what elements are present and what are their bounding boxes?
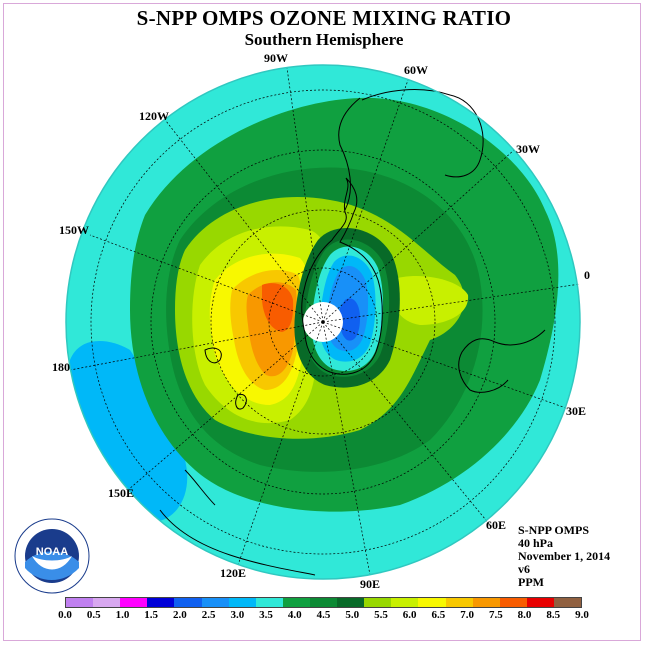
colorbar-swatch: [93, 598, 121, 607]
map-title: S-NPP OMPS OZONE MIXING RATIO: [136, 6, 512, 30]
colorbar: [65, 597, 582, 608]
colorbar-swatch: [228, 598, 256, 607]
colorbar-tick-label: 7.0: [460, 609, 474, 621]
map-disc-border: [65, 64, 581, 580]
info-level: 40 hPa: [518, 536, 554, 550]
australia-coast: [159, 469, 316, 576]
colorbar-tick-label: 0.5: [86, 609, 101, 621]
colorbar-tick-label: 7.5: [488, 609, 503, 621]
colorbar-swatch: [201, 598, 229, 607]
colorbar-tick-label: 3.5: [259, 609, 273, 621]
lon-label-30w: 30W: [516, 142, 540, 156]
colorbar-swatch: [174, 598, 202, 607]
lon-label-150e: 150E: [108, 486, 135, 500]
colorbar-swatch: [445, 598, 473, 607]
lon-label-150w: 150W: [59, 223, 89, 237]
lon-label-60e: 60E: [486, 518, 507, 532]
noaa-logo: NOAA: [14, 518, 90, 594]
colorbar-tick-label: 8.5: [546, 609, 561, 621]
colorbar-swatch: [147, 598, 175, 607]
lon-label-90w: 90W: [264, 51, 288, 65]
lon-label-120e: 120E: [220, 566, 247, 580]
colorbar-swatch: [391, 598, 419, 607]
info-instrument: S-NPP OMPS: [518, 523, 589, 537]
info-units: PPM: [518, 575, 544, 589]
colorbar-swatch: [66, 598, 94, 607]
colorbar-swatch: [472, 598, 500, 607]
colorbar-swatch: [499, 598, 527, 607]
figure-frame: [3, 3, 641, 641]
colorbar-tick-label: 6.5: [431, 609, 446, 621]
colorbar-tick-label: 2.0: [173, 609, 187, 621]
lon-label-0: 0: [584, 268, 590, 282]
colorbar-swatch: [120, 598, 148, 607]
info-date: November 1, 2014: [518, 549, 611, 563]
new-zealand-coast: [204, 347, 247, 410]
colorbar-swatch: [418, 598, 446, 607]
colorbar-tick-label: 8.0: [517, 609, 532, 621]
colorbar-swatch: [337, 598, 365, 607]
lon-label-60w: 60W: [404, 63, 428, 77]
lon-label-30e: 30E: [566, 404, 587, 418]
colorbar-tick-label: 2.5: [201, 609, 216, 621]
colorbar-tick-label: 5.5: [374, 609, 388, 621]
antarctica-coast: [301, 177, 383, 375]
colorbar-swatch: [309, 598, 338, 607]
colorbar-swatch: [282, 598, 310, 607]
map-subtitle: Southern Hemisphere: [244, 30, 404, 49]
colorbar-tick-label: 5.0: [345, 609, 360, 621]
colorbar-swatch: [364, 598, 392, 607]
colorbar-tick-label: 4.5: [316, 609, 331, 621]
lon-label-120w: 120W: [139, 109, 169, 123]
logo-text: NOAA: [36, 546, 68, 558]
colorbar-swatch: [526, 598, 554, 607]
colorbar-swatch: [553, 598, 582, 607]
colorbar-tick-label: 1.5: [144, 609, 159, 621]
colorbar-tick-label: 1.0: [115, 609, 130, 621]
colorbar-tick-label: 4.0: [287, 609, 302, 621]
graticule: [69, 67, 581, 576]
colorbar-tick-label: 9.0: [575, 609, 589, 621]
colorbar-swatch: [255, 598, 283, 607]
lon-label-90e: 90E: [360, 577, 381, 591]
colorbar-tick-label: 3.0: [230, 609, 245, 621]
south-america-coast: [338, 89, 484, 211]
colorbar-tick-label: 0.0: [58, 609, 72, 621]
africa-coast: [458, 329, 546, 393]
colorbar-tick-label: 6.0: [402, 609, 417, 621]
info-block: S-NPP OMPS 40 hPa November 1, 2014 v6 PP…: [518, 524, 610, 589]
info-version: v6: [518, 562, 530, 576]
lon-label-180: 180: [52, 360, 70, 374]
